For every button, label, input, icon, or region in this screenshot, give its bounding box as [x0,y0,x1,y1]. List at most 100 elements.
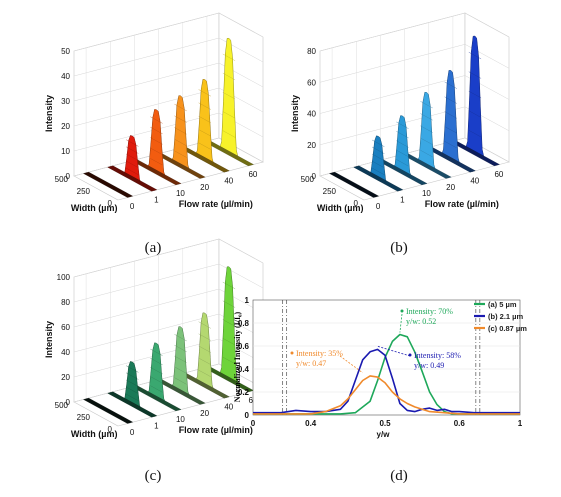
ribbon-contour [150,126,163,135]
ribbon-contour [468,71,482,79]
ribbon-contour [396,149,409,157]
y-tick-label: 0.6 [238,342,250,351]
ribbon-contour [372,146,385,154]
ribbon-contour [372,153,385,161]
ribbon-contour [126,139,139,147]
x-tick-label: 10 [176,415,185,424]
ribbon-contour [222,92,236,100]
grid-line-z [73,87,264,127]
z-tick-label: 20 [61,122,70,131]
ribbon-base [83,171,134,198]
y-tick-label: 0.8 [238,319,250,328]
grid-line-z [73,37,264,77]
x-tick-label: 0 [130,202,135,211]
z-tick-label: 40 [61,72,70,81]
ribbon-contour [396,140,409,148]
y-tick-label: 0 [245,411,250,420]
ribbon-contour [126,386,139,394]
annotation-text: Intensity: 58% [414,351,461,360]
grid-line-z [73,238,264,278]
grid-line-z [319,106,510,146]
x-tick-label: 0 [130,428,135,437]
grid-line-z [73,263,264,303]
panel-label-b: (b) [390,240,408,256]
z-axis-label: Intensity [44,321,54,358]
grid-line-z [73,338,264,378]
ribbon-contour [222,130,236,138]
y-tick-label: 0 [108,425,113,434]
ribbon-contour [372,160,385,168]
x-axis-label: Flow rate (µl/min) [425,199,499,209]
y-tick-label: 0.4 [238,365,250,374]
annotation-text: y/w: 0.47 [296,359,326,368]
series-line [253,348,520,414]
z-tick-label: 0 [312,172,317,181]
x-tick-label: 40 [224,177,233,186]
grid-line-z [319,137,510,177]
x-tick-label: 1 [154,196,159,205]
y-tick-label: 1 [245,296,250,305]
x-tick-label: 20 [200,183,209,192]
z-tick-label: 20 [61,373,70,382]
panel-label-a: (a) [145,240,162,256]
ribbon-contour [174,377,187,385]
grid-line-z [319,75,510,114]
z-tick-label: 100 [57,273,71,282]
ribbon-contour [444,126,457,134]
x-tick-label: 0 [376,202,381,211]
x-tick-label: 0.5 [379,419,391,428]
legend-label: (c) 0.87 µm [488,324,527,333]
annotation-leader [339,355,363,374]
x-axis-label: Flow rate (µl/min) [179,199,253,209]
annotation-marker [408,353,412,357]
grid-line-z [73,112,264,152]
ribbon-contour [396,121,409,129]
x-axis-label: Flow rate (µl/min) [179,425,253,435]
ribbon-contour [198,333,211,341]
grid-line-z [73,12,264,52]
x-tick-label: 60 [248,170,257,179]
ribbon-contour [372,167,385,175]
series-line [253,375,520,415]
x-tick-label: 0.4 [305,419,317,428]
ribbon-contour [150,376,163,384]
grid-line-z [319,44,510,83]
ribbon-contour [420,113,433,121]
y-tick-label: 500 [301,175,315,184]
ribbon-contour [372,139,385,147]
ribbon-contour [222,319,236,327]
ribbon-contour [420,150,433,158]
ribbon-contour [126,160,139,168]
x-tick-label: 20 [446,183,455,192]
ribbon-contour [198,345,211,353]
z-tick-label: 40 [61,348,70,357]
y-tick-label: 250 [77,187,91,196]
ribbon-contour [222,281,236,289]
ribbon-contour [444,96,457,104]
z-tick-label: 20 [307,141,316,150]
y-axis-label: Width (µm) [71,429,118,439]
ribbon-contour [126,393,139,401]
ribbon-contour [198,102,211,110]
ribbon-contour [150,116,163,124]
ribbon-contour [174,366,187,374]
ribbon-contour [468,91,482,99]
z-tick-label: 0 [66,398,71,407]
x-tick-label: 40 [470,177,479,186]
annotation-leader [377,345,411,357]
panel-d-line-chart: 0 0.2 0.4 0.6 0.8 1 0 0.4 0.5 0.6 1 y/w Normalized I… [233,296,527,439]
ribbon-contour [126,379,139,387]
ribbon-contour [198,142,211,150]
annotation-text: y/w: 0.52 [406,317,436,326]
x-tick-label: 10 [176,189,185,198]
panel-c-3d-chart: 02040608010001102040600250500IntensityFl… [44,238,264,439]
ribbon-contour [126,153,139,161]
grid-line-z [73,363,264,403]
grid-line-z [73,313,264,353]
ribbon-contour [420,101,433,109]
ribbon-contour [222,338,236,346]
y-axis-label: Width (µm) [317,203,364,213]
ribbon-contour [420,137,433,145]
ribbon-contour [222,72,236,81]
ribbon-contour [174,334,187,342]
